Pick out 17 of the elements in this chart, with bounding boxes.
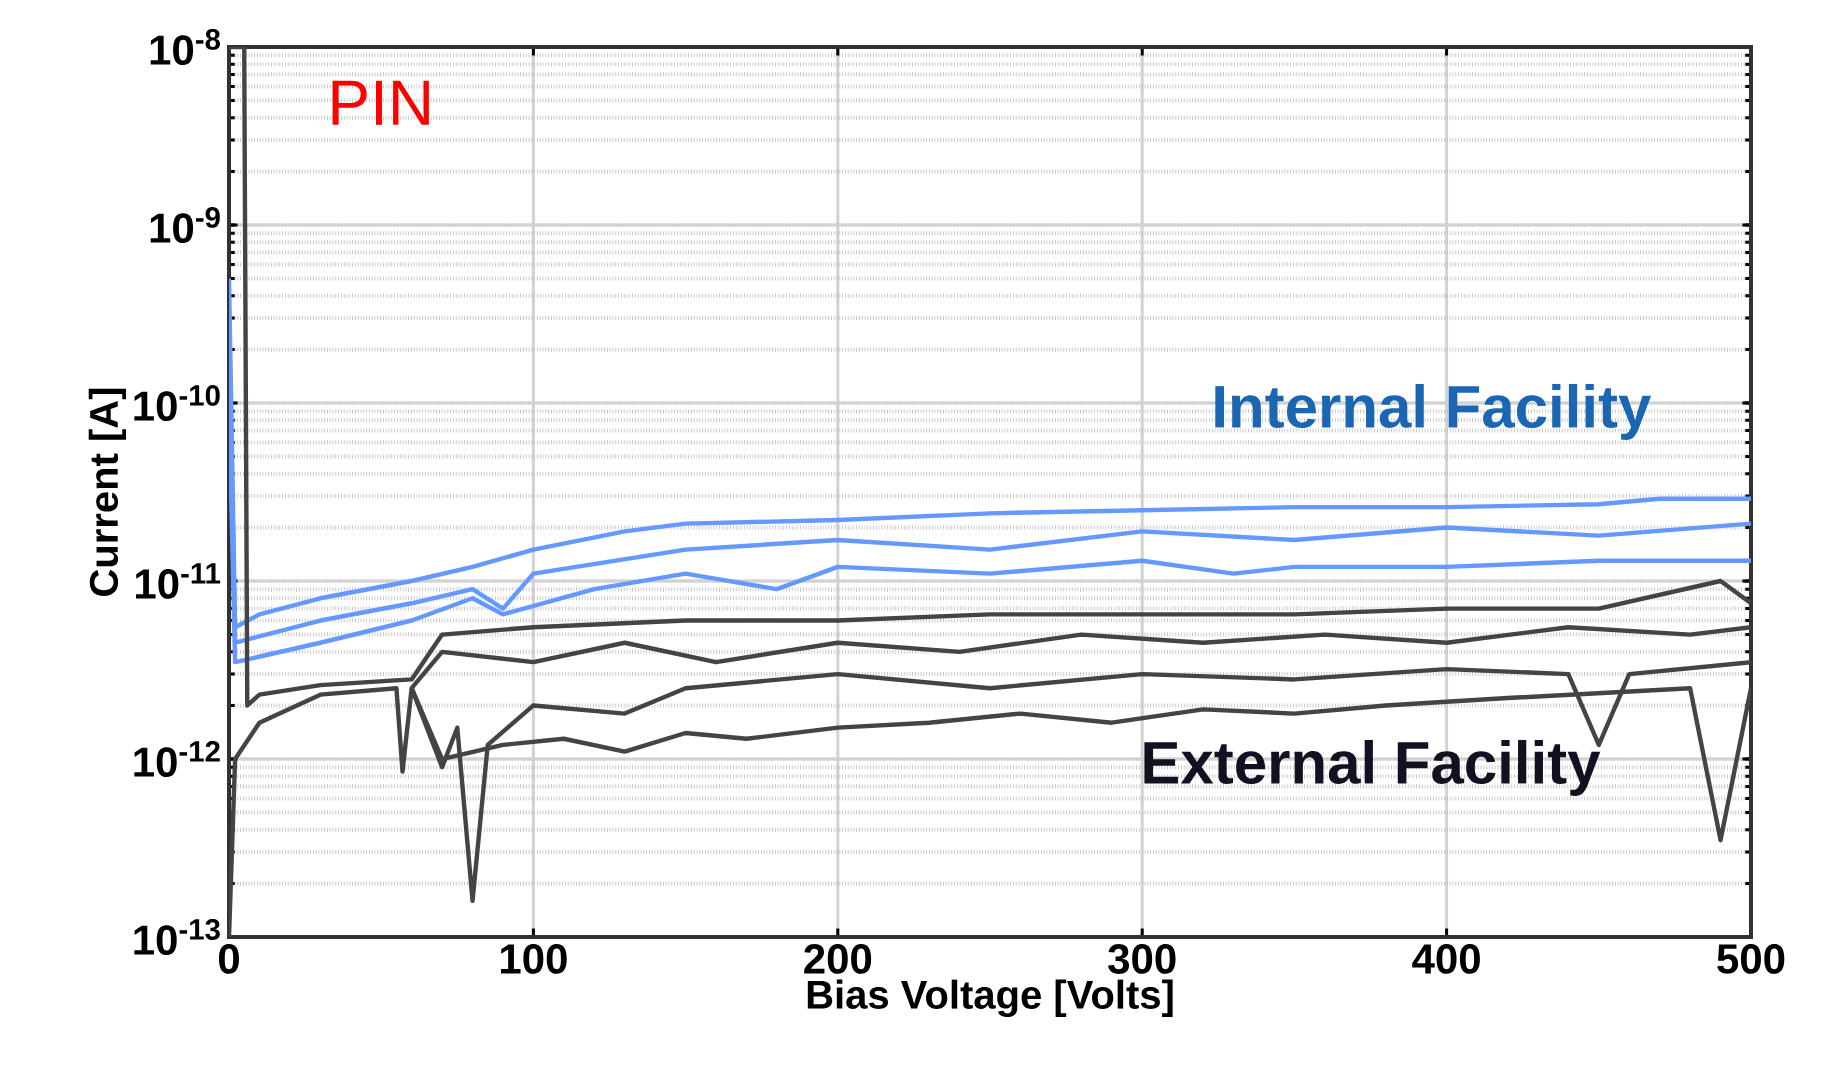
x-tick-label: 200: [804, 944, 872, 974]
annotation: Internal Facility: [1215, 383, 1652, 440]
x-tick-label: 300: [1108, 944, 1176, 974]
x-tick-label: 0: [218, 944, 239, 974]
x-tick-label: 500: [1717, 944, 1785, 974]
y-tick-label: 10$^{-12}$: [134, 741, 220, 778]
y-tick-label: 10$^{-8}$: [150, 29, 221, 66]
y-axis-title: Current [A]: [88, 388, 127, 596]
y-tick-label: 10$^{-13}$: [134, 919, 220, 956]
annotation: External Facility: [1144, 739, 1601, 796]
y-tick-label: 10$^{-9}$: [150, 207, 220, 244]
y-tick-label: 10$^{-10}$: [134, 385, 220, 422]
annotation: PIN: [332, 80, 429, 125]
x-tick-label: 100: [501, 944, 567, 974]
x-tick-label: 400: [1412, 944, 1480, 974]
x-axis-title: Bias Voltage [Volts]: [807, 979, 1173, 1018]
y-tick-label: 10$^{-11}$: [135, 563, 221, 599]
